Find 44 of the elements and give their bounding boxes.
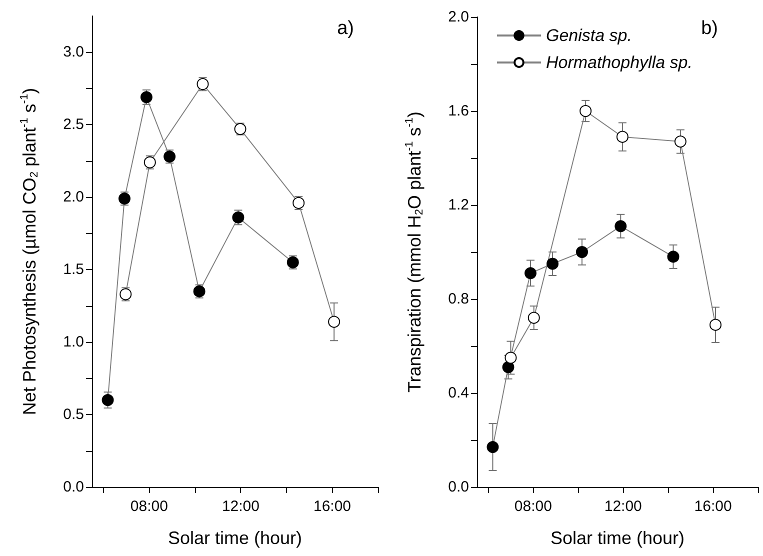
point	[710, 318, 722, 331]
legend-label: Genista sp.	[546, 26, 632, 45]
point	[616, 130, 628, 143]
y-axis-title: Transpiration (mmol H2O plant-1 s-1)	[404, 111, 426, 393]
x-tick-label: 08:00	[514, 498, 552, 515]
y-tick-label: 0.0	[63, 478, 84, 496]
point	[576, 246, 588, 258]
y-tick-label: 0.5	[63, 406, 84, 424]
y-tick-label: 2.5	[63, 116, 84, 134]
point	[674, 136, 686, 148]
point	[232, 211, 244, 224]
chart-title: b)	[701, 18, 718, 39]
point	[667, 250, 680, 263]
legend-label: Hormathophylla sp.	[546, 53, 692, 72]
point	[504, 352, 517, 364]
y-axis-title: Net Photosynthesis (µmol CO2 plant-1 s-1)	[18, 88, 40, 416]
x-tick-label: 12:00	[604, 498, 642, 515]
point	[328, 316, 340, 328]
y-tick-label: 0.0	[448, 478, 469, 496]
point	[102, 394, 114, 406]
y-tick-label: 1.5	[63, 261, 84, 278]
point	[580, 105, 592, 117]
y-tick-label: 0.4	[448, 384, 469, 402]
y-tick-label: 1.0	[63, 334, 84, 351]
point	[614, 220, 627, 232]
chart-title: a)	[337, 18, 354, 39]
x-tick-label: 16:00	[694, 498, 732, 515]
x-tick-label: 12:00	[222, 498, 260, 515]
y-tick-label: 2.0	[448, 8, 469, 26]
x-tick-label: 16:00	[313, 498, 352, 515]
point	[524, 267, 536, 280]
point	[486, 441, 499, 454]
point	[546, 258, 559, 270]
y-tick-label: 3.0	[63, 44, 84, 61]
point	[528, 312, 540, 324]
y-tick-label: 2.0	[63, 188, 84, 206]
point	[502, 361, 514, 374]
point	[140, 91, 152, 104]
x-tick-label: 08:00	[130, 498, 168, 515]
x-axis-title: Solar time (hour)	[550, 528, 685, 548]
x-axis-title: Solar time (hour)	[168, 528, 302, 548]
y-tick-label: 0.8	[448, 290, 469, 308]
y-tick-label: 1.6	[448, 102, 469, 120]
y-tick-label: 1.2	[448, 196, 469, 214]
